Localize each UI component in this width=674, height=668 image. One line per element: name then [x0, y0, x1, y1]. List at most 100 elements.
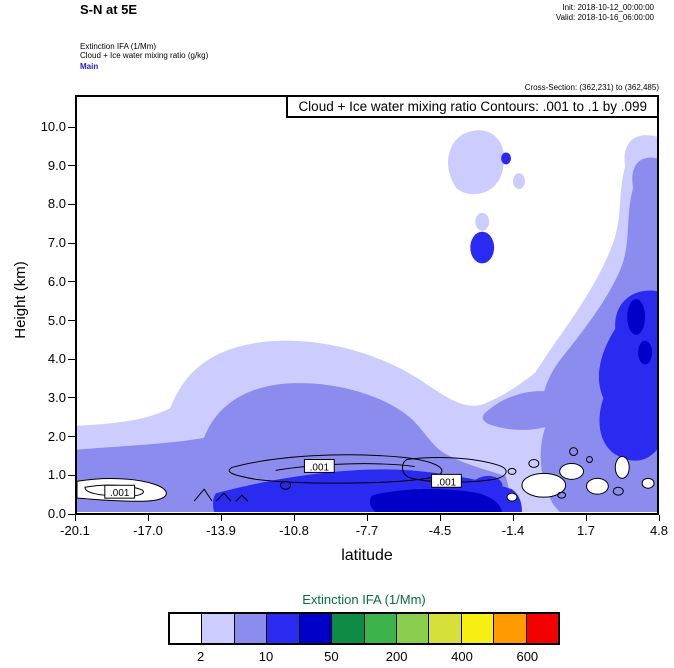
mixing-ratio-contour-loop — [507, 467, 517, 475]
y-tick-label: 0.0 — [47, 506, 66, 521]
svg-text:.001: .001 — [437, 477, 457, 488]
y-tick — [68, 126, 75, 128]
y-tick-label: 10.0 — [40, 119, 66, 134]
plot-area: .001 .001 .001 Cloud + Ice water mixing ra… — [75, 95, 659, 515]
fill-region-blue-right-blob — [598, 290, 657, 461]
x-axis-title: latitude — [341, 547, 393, 564]
colorbar-cell — [363, 614, 396, 643]
x-tick — [512, 515, 514, 521]
x-tick — [439, 515, 441, 521]
colorbar-cell — [233, 614, 267, 643]
y-tick-label: 4.0 — [47, 351, 66, 367]
mixing-ratio-contour-loop — [280, 480, 292, 490]
y-tick — [68, 513, 75, 515]
colorbar-cell — [460, 614, 494, 643]
y-tick-label: 9.0 — [47, 157, 66, 173]
y-tick-label: 2.0 — [47, 428, 66, 444]
init-valid-block: Init: 2018-10-12_00:00:00 Valid: 2018-10… — [556, 3, 654, 23]
y-tick — [68, 165, 75, 167]
y-tick — [68, 203, 75, 205]
x-tick-label: -20.1 — [60, 523, 90, 538]
fill-ellipse — [585, 477, 609, 495]
fill-ellipse — [641, 477, 655, 489]
colorbar-tick-label: 10 — [258, 649, 274, 664]
colorbar-cell — [266, 614, 299, 643]
fill-ellipse — [638, 340, 653, 365]
contour-fill-regions — [77, 130, 657, 513]
fill-ellipse — [614, 456, 630, 479]
y-tick — [68, 358, 75, 360]
y-tick-label: 6.0 — [47, 273, 66, 289]
colorbar-cell — [395, 614, 429, 643]
y-axis-title: Height (km) — [12, 261, 29, 339]
model-label: Main — [80, 62, 99, 71]
x-tick — [293, 515, 295, 521]
mixing-ratio-contour-loop — [612, 486, 624, 496]
svg-text:.001: .001 — [310, 462, 330, 473]
mixing-ratio-contour-loop — [528, 459, 540, 468]
fill-ellipse — [470, 231, 495, 264]
colorbar-cell — [298, 614, 332, 643]
x-tick — [658, 515, 660, 521]
colorbar-cell — [331, 614, 364, 643]
x-tick-label: 1.7 — [576, 523, 596, 538]
y-tick — [68, 436, 75, 438]
colorbar — [168, 612, 560, 645]
field-label-extinction: Extinction IFA (1/Mm) — [80, 42, 157, 51]
contour-label: .001 — [104, 484, 136, 499]
x-tick-label: -1.4 — [501, 523, 525, 538]
x-tick — [147, 515, 149, 521]
y-tick — [68, 397, 75, 399]
contour-plot-svg: .001 .001 .001 — [77, 130, 657, 513]
colorbar-tick-label: 400 — [451, 649, 473, 664]
fill-ellipse — [559, 462, 585, 480]
x-tick-label: 4.8 — [649, 523, 669, 538]
plot-title: S-N at 5E — [80, 2, 138, 17]
x-tick — [74, 515, 76, 521]
fill-region-darkblue-bottom-patch — [369, 488, 503, 513]
fill-ellipse — [501, 152, 512, 165]
svg-text:.001: .001 — [110, 488, 130, 499]
mixing-ratio-contour-loop — [585, 456, 593, 463]
y-tick-label: 5.0 — [47, 312, 66, 328]
colorbar-cell — [170, 614, 202, 643]
colorbar-labels: 2 10 50 200 400 600 — [168, 649, 560, 664]
x-tick-label: -7.7 — [355, 523, 379, 538]
x-tick — [366, 515, 368, 521]
colorbar-tick-label: 600 — [516, 649, 539, 664]
mixing-ratio-contour — [193, 488, 249, 502]
colorbar-cell — [525, 614, 559, 643]
x-tick — [220, 515, 222, 521]
colorbar-tick-label: 2 — [197, 649, 205, 664]
x-tick-label: -13.9 — [206, 523, 236, 538]
colorbar-tick-label: 50 — [324, 649, 339, 664]
colorbar-cell — [201, 614, 234, 643]
fill-ellipse — [627, 299, 646, 335]
mixing-ratio-contour-loop — [557, 491, 567, 499]
fill-region-lavender-top-blob — [448, 130, 505, 195]
colorbar-title: Extinction IFA (1/Mm) — [302, 592, 426, 607]
colorbar-tick-label: 200 — [385, 649, 408, 664]
colorbar-cell — [428, 614, 461, 643]
fill-region-medium-mid-bridge — [482, 391, 570, 430]
fill-ellipse — [475, 212, 490, 231]
fill-ellipse — [512, 173, 525, 190]
init-time: Init: 2018-10-12_00:00:00 — [562, 3, 654, 12]
y-tick — [68, 242, 75, 244]
contour-label: .001 — [431, 473, 462, 488]
y-tick — [68, 320, 75, 321]
fill-ellipse — [521, 472, 567, 498]
contour-label: .001 — [303, 459, 335, 473]
y-tick — [68, 474, 75, 476]
mixing-ratio-contour-loop — [569, 447, 579, 457]
plot-inner-title-box: Cloud + Ice water mixing ratio Contours:… — [286, 95, 659, 118]
colorbar-cell — [493, 614, 526, 643]
mixing-ratio-contour — [402, 457, 507, 483]
x-tick-label: -4.5 — [428, 523, 452, 538]
x-tick-label: -10.8 — [279, 523, 309, 538]
x-tick — [585, 515, 587, 521]
y-tick-label: 1.0 — [47, 467, 66, 483]
contour-line-labels: .001 .001 .001 — [104, 459, 462, 499]
valid-time: Valid: 2018-10-16_06:00:00 — [555, 13, 654, 22]
y-tick — [68, 281, 75, 283]
